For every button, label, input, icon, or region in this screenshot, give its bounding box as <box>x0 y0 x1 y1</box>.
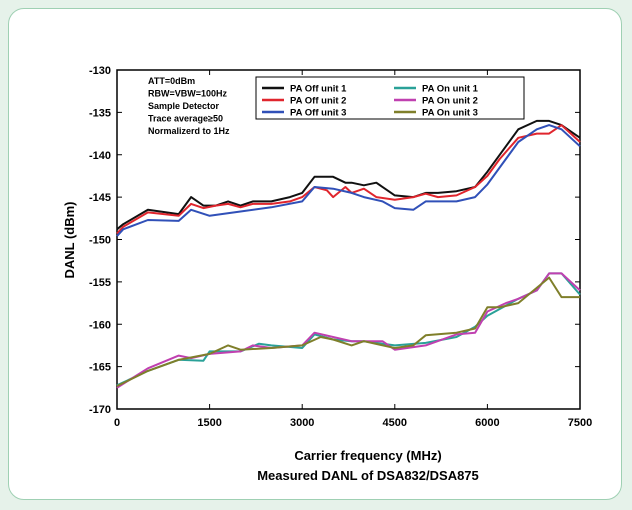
y-tick-label: -155 <box>89 277 111 289</box>
annotation-line: Normalizerd to 1Hz <box>148 126 230 136</box>
annotation-block: ATT=0dBm RBW=VBW=100Hz Sample Detector Trac… <box>148 76 230 136</box>
legend: PA Off unit 1PA Off unit 2PA Off unit 3 P… <box>255 76 525 120</box>
y-tick-label: -145 <box>89 192 111 204</box>
series-line-4 <box>116 272 581 387</box>
y-tick-label: -165 <box>89 362 111 374</box>
series-line-3 <box>116 124 581 237</box>
y-tick-label: -170 <box>89 404 111 416</box>
y-tick-label: -130 <box>89 65 111 77</box>
y-axis: -130 -135 -140 -145 -150 -155 -160 -165 -170 <box>89 65 580 416</box>
x-tick-label: 3000 <box>290 417 314 429</box>
series-line-6 <box>116 276 580 387</box>
annotation-line: Sample Detector <box>148 101 220 111</box>
legend-label: PA Off unit 3 <box>290 108 346 119</box>
series-lines <box>116 119 581 389</box>
x-tick-label: 7500 <box>568 417 592 429</box>
annotation-line: RBW=VBW=100Hz <box>148 89 228 99</box>
legend-label: PA On unit 1 <box>422 84 479 95</box>
x-axis: 0 1500 3000 4500 6000 7500 <box>114 70 592 429</box>
y-tick-label: -160 <box>89 319 111 331</box>
x-tick-label: 1500 <box>197 417 221 429</box>
series-line-1 <box>116 119 581 231</box>
x-tick-label: 4500 <box>383 417 407 429</box>
legend-label: PA On unit 3 <box>422 108 478 119</box>
legend-label: PA Off unit 1 <box>290 84 347 95</box>
legend-label: PA Off unit 2 <box>290 96 346 107</box>
x-axis-title: Carrier frequency (MHz) <box>294 448 441 463</box>
annotation-line: ATT=0dBm <box>148 76 195 86</box>
x-tick-label: 0 <box>114 417 120 429</box>
annotation-line: Trace average≥50 <box>148 114 223 124</box>
legend-label: PA On unit 2 <box>422 96 478 107</box>
legend-box <box>255 76 525 120</box>
y-tick-label: -140 <box>89 150 111 162</box>
x-tick-label: 6000 <box>475 417 499 429</box>
series-line-5 <box>116 272 581 389</box>
y-tick-label: -150 <box>89 235 111 247</box>
chart-subtitle: Measured DANL of DSA832/DSA875 <box>257 468 479 483</box>
y-tick-label: -135 <box>89 107 111 119</box>
y-axis-title: DANL (dBm) <box>62 201 77 278</box>
series-line-2 <box>116 124 581 235</box>
